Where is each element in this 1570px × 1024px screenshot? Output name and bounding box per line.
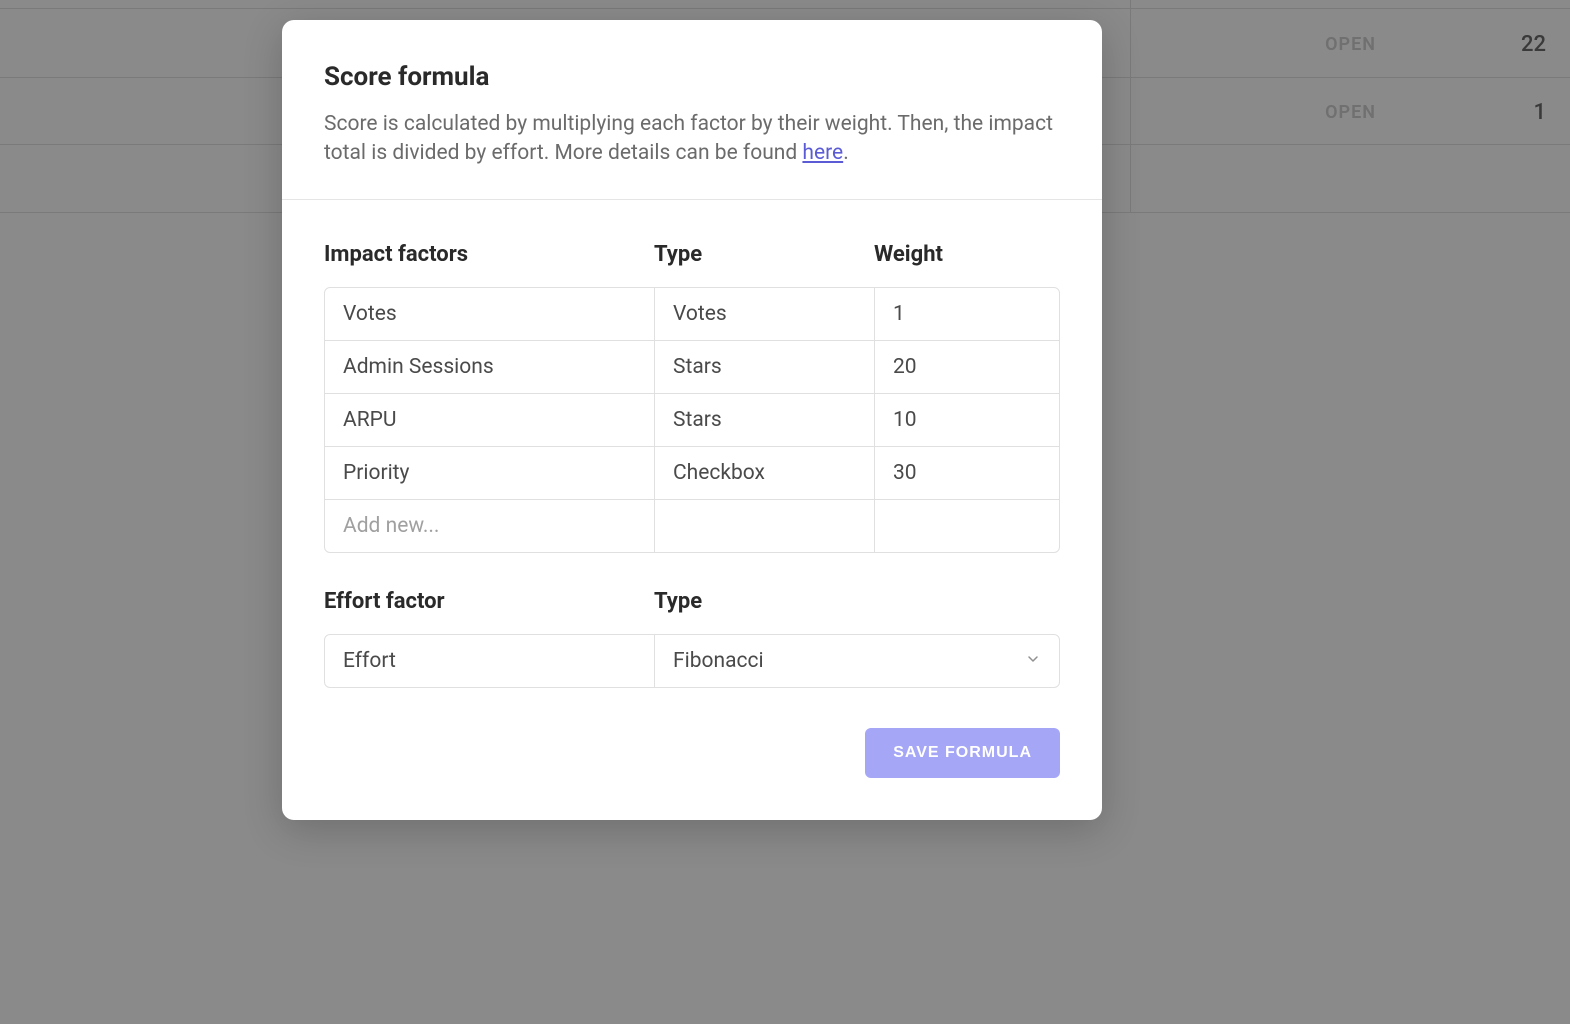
effort-section: Effort factor Type Effort Fibonacci xyxy=(324,589,1060,688)
score-formula-modal: Score formula Score is calculated by mul… xyxy=(282,20,1102,820)
impact-factors-table: Votes Votes 1 Admin Sessions Stars 20 AR… xyxy=(324,287,1060,553)
effort-type-header: Type xyxy=(654,589,1060,614)
table-row: OPEN 1 xyxy=(1130,78,1570,146)
effort-factor-header: Effort factor xyxy=(324,589,654,614)
factor-weight-cell[interactable]: 30 xyxy=(875,447,1059,499)
factor-weight-cell[interactable]: 10 xyxy=(875,394,1059,446)
factor-name-cell[interactable]: Priority xyxy=(325,447,655,499)
description-suffix: . xyxy=(843,141,849,165)
impact-headers: Impact factors Type Weight xyxy=(324,242,1060,267)
factor-type-cell[interactable]: Stars xyxy=(655,394,875,446)
modal-footer: SAVE FORMULA xyxy=(324,688,1060,778)
table-row: OPEN 22 xyxy=(1130,10,1570,78)
effort-table: Effort Fibonacci xyxy=(324,634,1060,688)
factor-row[interactable]: ARPU Stars 10 xyxy=(325,394,1059,447)
bg-divider xyxy=(0,8,1570,9)
factor-name-cell[interactable]: Votes xyxy=(325,288,655,340)
effort-type-value: Fibonacci xyxy=(673,649,764,673)
factor-row[interactable]: Admin Sessions Stars 20 xyxy=(325,341,1059,394)
effort-type-select[interactable]: Fibonacci xyxy=(655,635,1059,687)
factor-row[interactable]: Votes Votes 1 xyxy=(325,288,1059,341)
row-value: 22 xyxy=(1516,32,1546,57)
details-link[interactable]: here xyxy=(802,141,843,165)
save-formula-button[interactable]: SAVE FORMULA xyxy=(865,728,1060,778)
factor-name-cell[interactable]: ARPU xyxy=(325,394,655,446)
status-badge: OPEN xyxy=(1325,102,1376,123)
modal-description: Score is calculated by multiplying each … xyxy=(324,110,1060,169)
status-badge: OPEN xyxy=(1325,34,1376,55)
weight-header: Weight xyxy=(874,242,1060,267)
description-text: Score is calculated by multiplying each … xyxy=(324,112,1053,165)
type-header: Type xyxy=(654,242,874,267)
factor-weight-cell[interactable]: 1 xyxy=(875,288,1059,340)
empty-cell xyxy=(655,500,875,552)
row-value: 1 xyxy=(1516,100,1546,125)
factor-name-cell[interactable]: Admin Sessions xyxy=(325,341,655,393)
impact-factors-header: Impact factors xyxy=(324,242,654,267)
add-new-row[interactable]: Add new... xyxy=(325,500,1059,552)
effort-name-cell[interactable]: Effort xyxy=(325,635,655,687)
modal-header: Score formula Score is calculated by mul… xyxy=(282,20,1102,200)
factor-row[interactable]: Priority Checkbox 30 xyxy=(325,447,1059,500)
modal-body: Impact factors Type Weight Votes Votes 1… xyxy=(282,200,1102,820)
add-new-placeholder[interactable]: Add new... xyxy=(325,500,655,552)
factor-type-cell[interactable]: Checkbox xyxy=(655,447,875,499)
factor-weight-cell[interactable]: 20 xyxy=(875,341,1059,393)
empty-cell xyxy=(875,500,1059,552)
factor-type-cell[interactable]: Stars xyxy=(655,341,875,393)
factor-type-cell[interactable]: Votes xyxy=(655,288,875,340)
modal-title: Score formula xyxy=(324,62,1060,92)
chevron-down-icon xyxy=(1025,649,1041,673)
effort-headers: Effort factor Type xyxy=(324,589,1060,614)
effort-name: Effort xyxy=(343,649,396,673)
